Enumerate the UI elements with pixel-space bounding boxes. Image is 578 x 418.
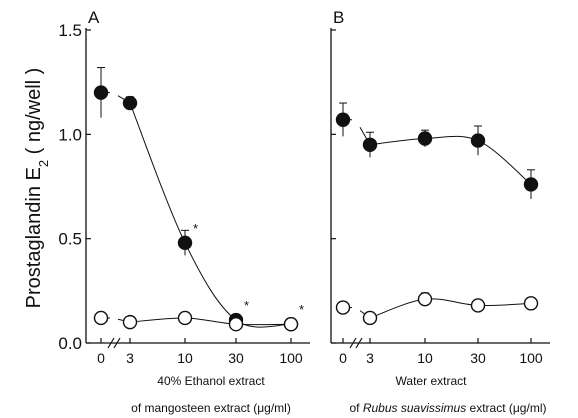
x-tick-label: 100 xyxy=(519,350,543,366)
panel-b-letter: B xyxy=(333,8,344,27)
open-circle-point xyxy=(417,291,433,307)
panel-b-xlabel-line1: Water extract xyxy=(396,374,468,388)
panel-a: A 40% Ethanol extract of mangosteen extr… xyxy=(58,8,310,415)
y-tick-label: 1.0 xyxy=(58,125,82,144)
panel-b-xlabel-line2: of Rubus suavissimus extract (μg/ml) xyxy=(350,401,547,415)
y-tick-label: 0.0 xyxy=(58,334,82,353)
open-circle-point xyxy=(283,317,299,332)
x-tick-label: 10 xyxy=(417,350,433,366)
filled-circle-point xyxy=(177,235,193,251)
open-circle-point xyxy=(523,296,539,311)
significance-mark: * xyxy=(244,298,249,313)
open-circle-point xyxy=(122,314,138,330)
y-tick-label: 1.5 xyxy=(58,21,82,40)
x-tick-label: 3 xyxy=(126,350,134,366)
x-tick-label: 10 xyxy=(177,350,193,366)
open-circle-point xyxy=(335,300,351,315)
significance-mark: * xyxy=(299,302,304,317)
filled-circle-point xyxy=(93,85,109,100)
x-tick-label: 100 xyxy=(279,350,303,366)
y-axis-label: Prostaglandin E2 ( ng/well ) xyxy=(23,68,51,309)
filled-circle-point xyxy=(122,95,138,111)
x-tick-label: 3 xyxy=(366,350,374,366)
x-tick-label: 0 xyxy=(339,350,347,366)
x-axis-break-mark xyxy=(113,337,121,349)
panel-a-xlabel-line1: 40% Ethanol extract xyxy=(157,374,265,388)
series-curve xyxy=(369,135,532,185)
x-tick-label: 30 xyxy=(228,350,244,366)
x-axis-break-mark xyxy=(349,337,357,349)
filled-circle-point xyxy=(523,177,539,192)
x-tick-label: 0 xyxy=(97,350,105,366)
panel-b: B Water extract of Rubus suavissimus ext… xyxy=(330,8,550,415)
filled-circle-point xyxy=(362,137,378,152)
open-circle-point xyxy=(470,298,486,313)
x-axis-break-mark xyxy=(107,337,115,349)
open-circle-point xyxy=(228,317,244,332)
series-curve xyxy=(369,298,532,319)
filled-circle-point xyxy=(470,133,486,148)
x-axis-break-mark xyxy=(355,337,363,349)
significance-mark: * xyxy=(193,221,198,236)
series-curve xyxy=(129,102,292,328)
x-tick-label: 30 xyxy=(470,350,486,366)
open-circle-point xyxy=(93,310,109,326)
panel-a-letter: A xyxy=(88,8,100,27)
filled-circle-point xyxy=(417,131,433,146)
open-circle-point xyxy=(362,310,378,326)
panel-a-xlabel-line2: of mangosteen extract (μg/ml) xyxy=(131,401,291,415)
series-curve xyxy=(129,317,292,326)
open-circle-point xyxy=(177,310,193,326)
y-tick-label: 0.5 xyxy=(58,230,82,249)
filled-circle-point xyxy=(335,112,351,127)
